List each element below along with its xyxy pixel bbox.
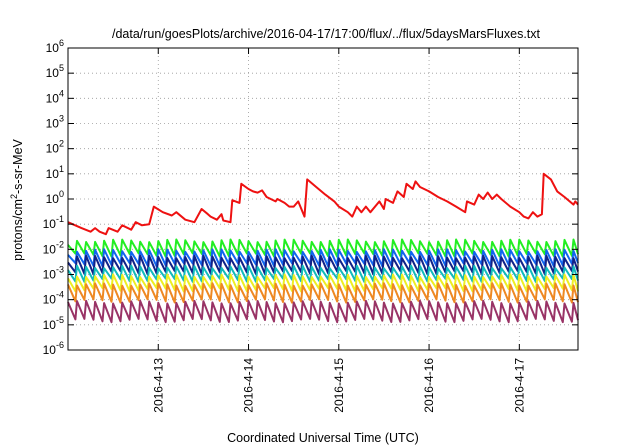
y-tick-label: 10-2 [43,239,64,256]
flux-series-line [67,248,579,268]
y-tick-label: 104 [46,88,64,105]
y-tick-label: 100 [46,189,64,206]
x-tick-label: 2016-4-16 [422,358,436,413]
axes: 10-6 10-5 10-4 10-3 10-2 10-1 100 101 102 103 104 1… [43,38,578,413]
chart-title: /data/run/goesPlots/archive/2016-04-17/1… [112,27,541,41]
flux-series-line [67,299,579,324]
y-tick-label: 102 [46,139,64,156]
y-tick-label: 10-1 [43,214,64,231]
y-tick-label: 10-5 [43,315,64,332]
y-tick-label: 10-3 [43,265,64,282]
flux-series-line [67,172,579,236]
flux-series-line [67,238,579,258]
flux-series-line [67,282,579,304]
plot-frame [67,47,579,351]
y-tick-label: 106 [46,38,64,55]
flux-series-line [67,254,579,276]
x-tick-label: 2016-4-14 [242,358,256,413]
x-tick-label: 2016-4-15 [332,358,346,413]
data-series [67,172,579,324]
y-tick-label: 103 [46,114,64,131]
y-tick-label: 105 [46,63,64,80]
x-axis-label: Coordinated Universal Time (UTC) [227,431,419,445]
x-tick-label: 2016-4-17 [512,358,526,413]
flux-series-line [67,273,579,293]
flux-series-line [67,264,579,283]
y-tick-label: 10-6 [43,340,64,357]
y-axis-label: protons/cm2-s-sr-MeV [9,138,25,260]
x-tick-label: 2016-4-13 [151,358,165,413]
y-tick-label: 101 [46,164,64,181]
y-tick-label: 10-4 [43,290,64,307]
